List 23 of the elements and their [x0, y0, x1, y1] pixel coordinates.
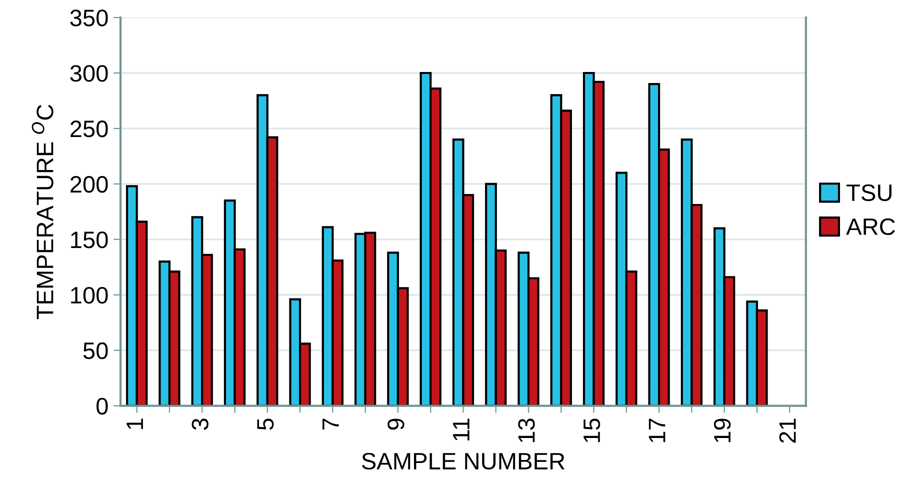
x-tick-label: 5 — [257, 418, 274, 430]
y-tick-label: 300 — [70, 65, 108, 82]
x-tick-label: 21 — [779, 418, 796, 443]
y-tick-label: 250 — [70, 120, 108, 138]
x-axis-title: SAMPLE NUMBER — [362, 452, 564, 470]
legend-label: TSU — [846, 184, 892, 202]
x-tick-label: 17 — [648, 418, 666, 442]
x-tick-label: 7 — [322, 418, 339, 430]
legend-label: ARC — [846, 218, 896, 236]
y-tick-label: 150 — [71, 231, 108, 248]
y-axis-title: TEMPERATURE $^{O}$C — [32, 104, 54, 320]
x-tick-label: 13 — [518, 418, 535, 442]
x-tick-label: 11 — [453, 418, 470, 440]
y-tick-label: 100 — [71, 286, 108, 304]
y-tick-label: 200 — [70, 176, 108, 193]
y-tick-label: 50 — [83, 342, 108, 360]
x-tick-label: 9 — [388, 418, 404, 430]
y-tick-label: 0 — [96, 398, 108, 415]
x-tick-label: 15 — [584, 418, 600, 442]
x-tick-label: 1 — [126, 418, 143, 429]
x-tick-label: 19 — [714, 418, 731, 442]
y-tick-label: 350 — [70, 10, 108, 26]
x-tick-label: 3 — [192, 418, 208, 430]
